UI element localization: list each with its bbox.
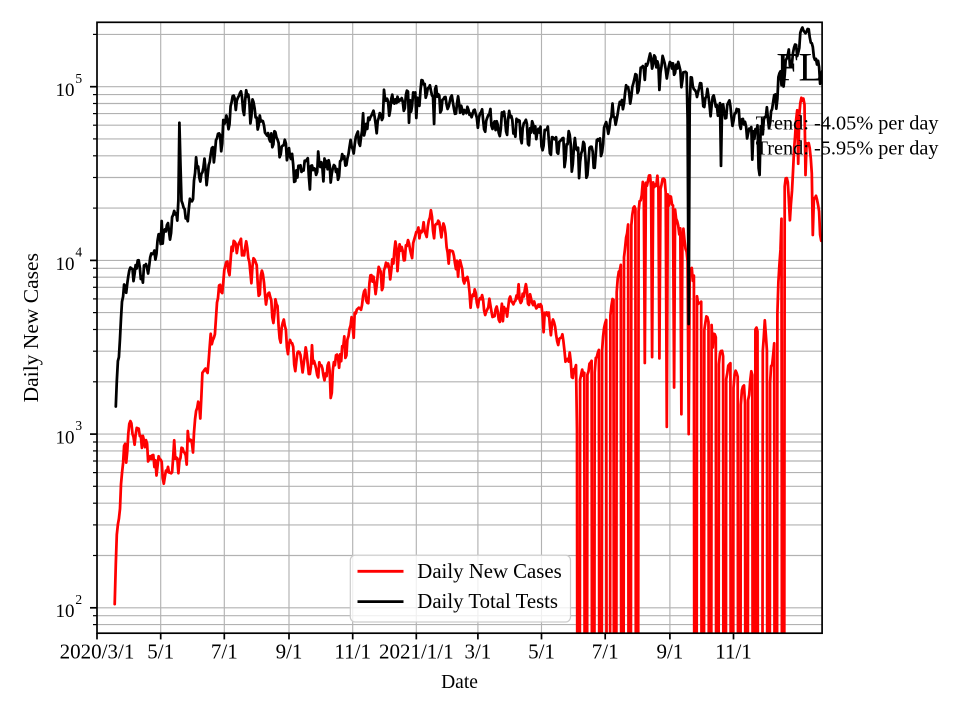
svg-text:3/1: 3/1	[464, 640, 491, 664]
svg-text:7/1: 7/1	[592, 640, 619, 664]
svg-text:Trend: -5.95% per day: Trend: -5.95% per day	[756, 138, 940, 160]
svg-text:2020/3/1: 2020/3/1	[60, 640, 135, 664]
svg-text:3: 3	[75, 418, 82, 433]
svg-text:2: 2	[75, 592, 82, 607]
svg-text:10: 10	[56, 254, 75, 275]
svg-text:7/1: 7/1	[211, 640, 238, 664]
svg-text:Daily Total Tests: Daily Total Tests	[417, 590, 558, 613]
svg-text:Daily New Cases: Daily New Cases	[19, 253, 43, 402]
svg-text:11/1: 11/1	[334, 640, 371, 664]
svg-text:Date: Date	[441, 672, 478, 693]
svg-text:5/1: 5/1	[147, 640, 174, 664]
svg-text:10: 10	[56, 80, 75, 101]
svg-text:5: 5	[75, 71, 82, 86]
svg-text:4: 4	[75, 245, 82, 260]
svg-text:Trend: -4.05% per day: Trend: -4.05% per day	[756, 113, 940, 135]
svg-text:10: 10	[56, 601, 75, 622]
svg-text:2021/1/1: 2021/1/1	[379, 640, 454, 664]
svg-text:5/1: 5/1	[528, 640, 555, 664]
svg-text:9/1: 9/1	[656, 640, 683, 664]
svg-text:9/1: 9/1	[276, 640, 303, 664]
svg-text:10: 10	[56, 427, 75, 448]
svg-text:11/1: 11/1	[715, 640, 752, 664]
svg-text:Daily New Cases: Daily New Cases	[417, 560, 561, 583]
